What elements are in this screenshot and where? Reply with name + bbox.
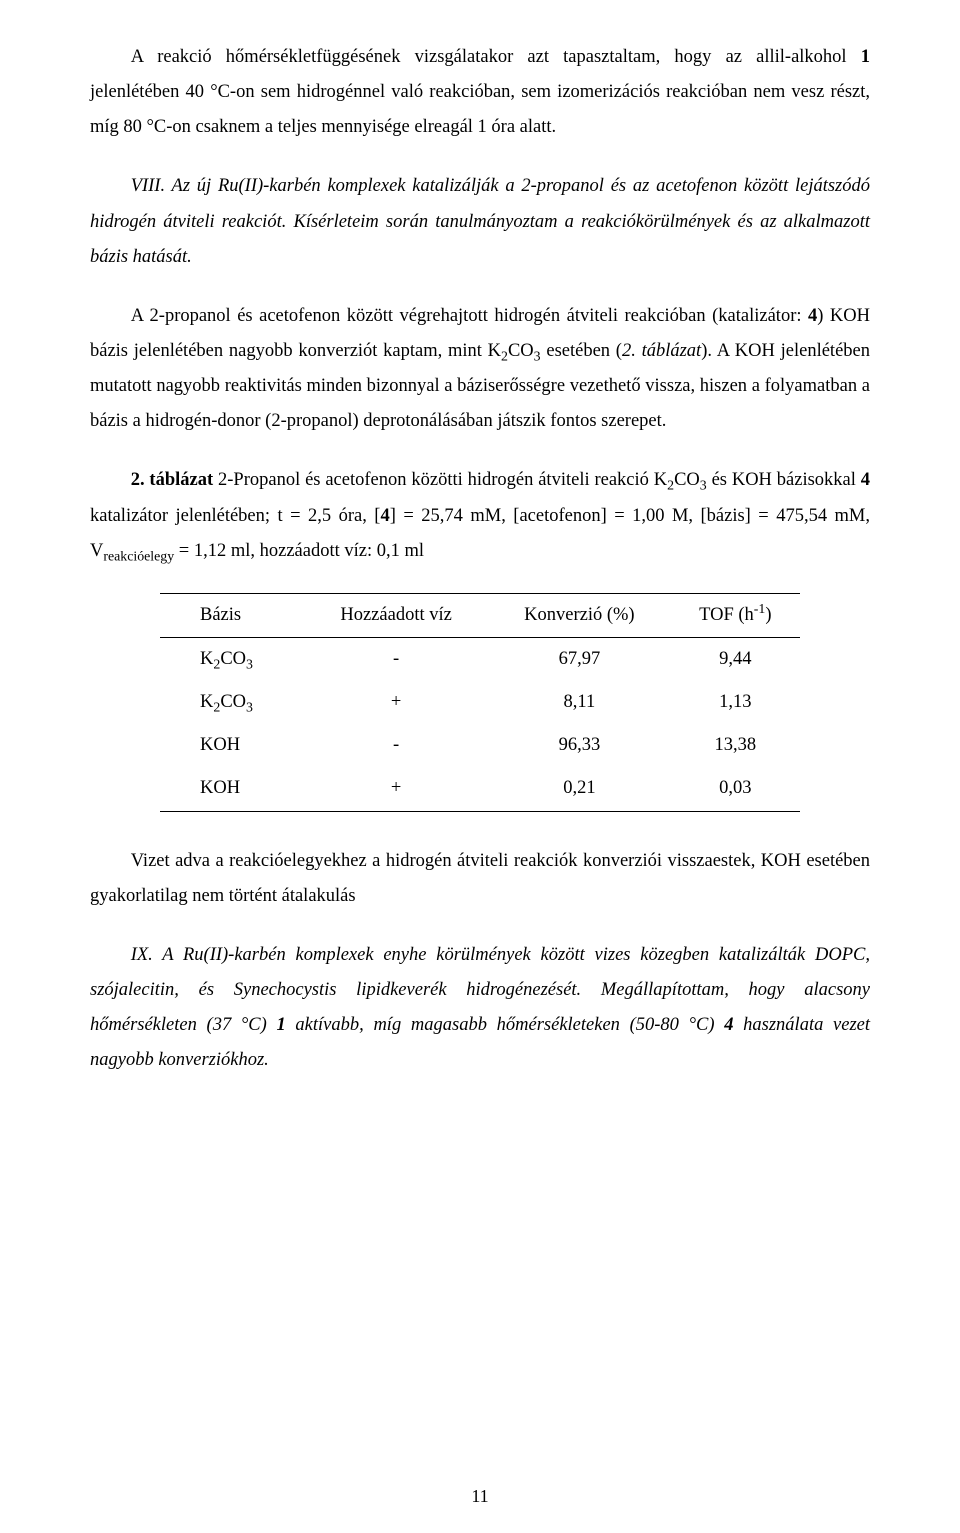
p5-c: aktívabb, míg magasabb hőmérsékleteken (… (286, 1015, 724, 1035)
cell-water: - (304, 724, 488, 767)
caption-sub2: 3 (700, 479, 707, 494)
cell-conv: 0,21 (488, 767, 671, 811)
page-number: 11 (0, 1479, 960, 1513)
base-sub2: 3 (246, 658, 253, 673)
table-caption: 2. táblázat 2-Propanol és acetofenon köz… (90, 463, 870, 568)
tof-post: ) (765, 605, 771, 625)
table-row: KOH + 0,21 0,03 (160, 767, 800, 811)
cell-base: KOH (160, 724, 304, 767)
paragraph-1: A reakció hőmérsékletfüggésének vizsgála… (90, 40, 870, 145)
base-pre: KOH (200, 778, 240, 798)
p3-e: esetében ( (541, 341, 622, 361)
paragraph-5: IX. A Ru(II)-karbén komplexek enyhe körü… (90, 938, 870, 1079)
base-pre: K (200, 692, 213, 712)
base-pre: KOH (200, 735, 240, 755)
caption-f: katalizátor jelenlétében; t = 2,5 óra, [ (90, 506, 380, 526)
table-2: Bázis Hozzáadott víz Konverzió (%) TOF (… (160, 593, 800, 812)
col-header-bazis: Bázis (160, 593, 304, 637)
cell-base: KOH (160, 767, 304, 811)
cell-tof: 13,38 (671, 724, 800, 767)
tof-sup: -1 (754, 602, 766, 617)
cell-water: + (304, 767, 488, 811)
table-header-row: Bázis Hozzáadott víz Konverzió (%) TOF (… (160, 593, 800, 637)
compound-1: 1 (861, 47, 870, 67)
cell-water: + (304, 681, 488, 724)
base-sub2: 3 (246, 701, 253, 716)
p3-a: A 2-propanol és acetofenon között végreh… (131, 306, 808, 326)
p1-pre: A reakció hőmérsékletfüggésének vizsgála… (131, 47, 861, 67)
p4-text: Vizet adva a reakcióelegyekhez a hidrogé… (90, 851, 870, 906)
cell-tof: 9,44 (671, 637, 800, 681)
paragraph-3: A 2-propanol és acetofenon között végreh… (90, 299, 870, 440)
cell-conv: 67,97 (488, 637, 671, 681)
cell-conv: 96,33 (488, 724, 671, 767)
p3-f: 2. táblázat (622, 341, 701, 361)
p3-bold: 4 (808, 306, 817, 326)
base-pre: K (200, 649, 213, 669)
table-row: K2CO3 - 67,97 9,44 (160, 637, 800, 681)
caption-c: CO (674, 470, 700, 490)
tof-pre: TOF (h (699, 605, 754, 625)
caption-e: 4 (861, 470, 870, 490)
cell-tof: 0,03 (671, 767, 800, 811)
p3-sub2: 3 (534, 350, 541, 365)
p1-post: jelenlétében 40 °C-on sem hidrogénnel va… (90, 82, 870, 137)
p5-b: 1 (276, 1015, 285, 1035)
base-mid: CO (220, 692, 246, 712)
col-header-konverzio: Konverzió (%) (488, 593, 671, 637)
table-row: KOH - 96,33 13,38 (160, 724, 800, 767)
caption-i: = 1,12 ml, hozzáadott víz: 0,1 ml (174, 541, 424, 561)
caption-sub3: reakcióelegy (103, 549, 174, 564)
page: A reakció hőmérsékletfüggésének vizsgála… (0, 0, 960, 1533)
col-header-viz: Hozzáadott víz (304, 593, 488, 637)
p3-sub1: 2 (501, 350, 508, 365)
cell-conv: 8,11 (488, 681, 671, 724)
data-table: Bázis Hozzáadott víz Konverzió (%) TOF (… (160, 593, 800, 812)
cell-base: K2CO3 (160, 637, 304, 681)
p3-d: CO (508, 341, 534, 361)
paragraph-2: VIII. Az új Ru(II)-karbén komplexek kata… (90, 169, 870, 274)
p2-text: VIII. Az új Ru(II)-karbén komplexek kata… (90, 176, 870, 266)
caption-d: és KOH bázisokkal (707, 470, 861, 490)
cell-tof: 1,13 (671, 681, 800, 724)
table-row: K2CO3 + 8,11 1,13 (160, 681, 800, 724)
caption-a: 2. táblázat (131, 470, 213, 490)
caption-g: 4 (380, 506, 389, 526)
cell-base: K2CO3 (160, 681, 304, 724)
cell-water: - (304, 637, 488, 681)
caption-b: 2-Propanol és acetofenon közötti hidrogé… (213, 470, 667, 490)
col-header-tof: TOF (h-1) (671, 593, 800, 637)
paragraph-4: Vizet adva a reakcióelegyekhez a hidrogé… (90, 844, 870, 914)
base-mid: CO (220, 649, 246, 669)
